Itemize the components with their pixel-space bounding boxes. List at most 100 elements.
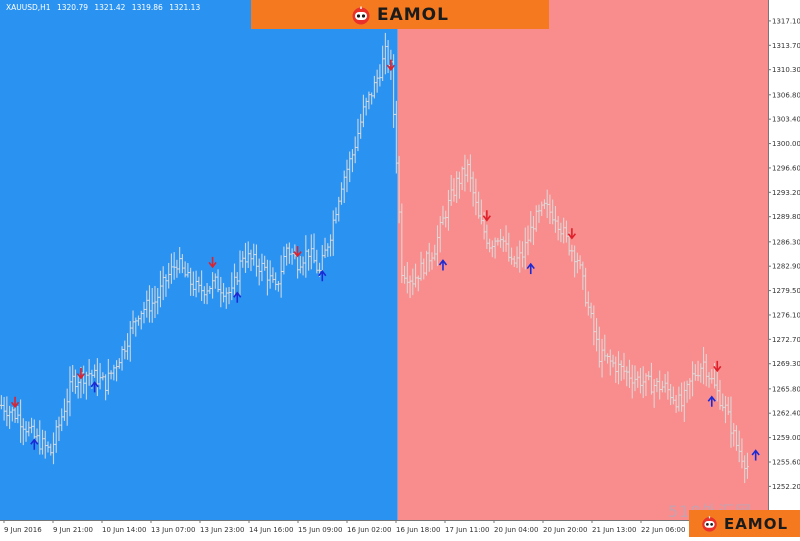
ohlc-bar: [515, 246, 519, 268]
ohlc-bar: [551, 199, 555, 225]
ohlc-bar: [117, 358, 121, 369]
high-value: 1321.42: [94, 3, 126, 12]
ohlc-bar: [644, 373, 648, 396]
ohlc-bar: [449, 174, 453, 206]
ohlc-bar: [200, 270, 203, 301]
ohlc-bar: [227, 287, 231, 305]
ohlc-bar: [367, 91, 371, 110]
ohlc-bar: [115, 360, 118, 382]
ohlc-bar: [257, 258, 261, 286]
ohlc-bar: [19, 399, 22, 443]
ohlc-bar: [532, 215, 535, 245]
ohlc-bar: [414, 263, 417, 288]
ohlc-bar: [139, 310, 143, 330]
ohlc-bar: [161, 266, 165, 301]
close-value: 1321.13: [169, 3, 201, 12]
ohlc-bar: [696, 360, 700, 382]
x-tick-label: 16 Jun 18:00: [396, 526, 440, 534]
ohlc-bar: [359, 113, 363, 139]
buy-arrow-icon: [30, 438, 39, 450]
ohlc-bar: [98, 363, 102, 390]
sell-arrow-icon: [386, 59, 395, 71]
ohlc-bar: [625, 366, 629, 387]
ohlc-bar: [466, 159, 470, 183]
ohlc-bar: [608, 349, 612, 376]
ohlc-bar: [433, 244, 437, 261]
ohlc-bar: [172, 252, 176, 280]
ohlc-bar: [650, 362, 653, 395]
ohlc-bar: [285, 243, 289, 266]
ohlc-bar: [21, 418, 25, 446]
ohlc-bar: [224, 287, 228, 309]
ohlc-bar: [628, 359, 631, 388]
ohlc-bar: [145, 290, 149, 318]
ohlc-bar: [688, 378, 692, 400]
brand-banner-top: EAMOL: [251, 0, 549, 29]
ohlc-bar: [641, 366, 645, 399]
ohlc-bar: [131, 310, 135, 335]
y-tick-label: 1259.00: [772, 434, 800, 442]
arrow-head: [526, 262, 535, 270]
ohlc-bar: [238, 250, 242, 297]
x-tick-label: 14 Jun 16:00: [249, 526, 293, 534]
ohlc-bar: [419, 251, 423, 281]
ohlc-bar: [521, 241, 524, 268]
ohlc-bar: [274, 272, 278, 291]
ohlc-bar: [10, 406, 14, 422]
ohlc-bar: [732, 423, 736, 447]
ohlc-bar: [189, 267, 193, 296]
sell-arrow-icon: [713, 360, 722, 373]
ohlc-bar: [600, 338, 604, 378]
ohlc-bar: [8, 405, 11, 429]
ohlc-bar: [370, 92, 374, 105]
ohlc-bar: [743, 455, 747, 484]
ohlc-bar: [682, 381, 686, 422]
ohlc-bar: [510, 247, 513, 265]
ohlc-bar: [570, 244, 574, 262]
ohlc-bar: [213, 273, 217, 289]
ohlc-bar: [260, 253, 264, 282]
ohlc-bar: [496, 237, 500, 246]
ohlc-bar: [202, 286, 206, 304]
ohlc-bar: [581, 261, 585, 290]
ohlc-bar: [304, 235, 308, 278]
ohlc-bar: [455, 171, 459, 204]
ohlc-bar: [208, 285, 212, 294]
ohlc-bar: [740, 438, 744, 469]
ohlc-bar: [463, 154, 467, 192]
ohlc-bar: [565, 220, 568, 243]
ohlc-bar: [512, 255, 516, 267]
background-region: [397, 0, 768, 520]
ohlc-bar: [691, 361, 694, 397]
ohlc-bars: [0, 32, 749, 484]
ohlc-bar: [430, 252, 434, 270]
ohlc-bar: [592, 305, 596, 346]
y-tick-label: 1262.40: [772, 410, 800, 418]
ohlc-bar: [364, 97, 368, 116]
ohlc-bar: [142, 301, 146, 324]
y-tick-label: 1317.10: [772, 17, 800, 25]
ohlc-bar: [57, 416, 61, 442]
ohlc-bar: [458, 171, 461, 199]
arrow-head: [233, 291, 242, 298]
ohlc-bar: [104, 374, 107, 401]
ohlc-bar: [504, 225, 508, 252]
ohlc-bar: [617, 351, 620, 385]
buy-arrow-icon: [90, 381, 99, 393]
ohlc-bar: [548, 194, 552, 224]
sell-arrow-icon: [10, 396, 20, 409]
ohlc-bar: [669, 384, 673, 406]
arrow-head: [751, 449, 760, 456]
ohlc-bar: [244, 242, 247, 273]
arrow-head: [318, 269, 327, 277]
ohlc-bar: [721, 393, 725, 412]
ohlc-bar: [403, 265, 406, 284]
ohlc-bar: [183, 261, 187, 278]
ohlc-bar: [400, 203, 404, 284]
ohlc-bar: [362, 94, 365, 128]
ohlc-bar: [381, 45, 385, 82]
ohlc-bar: [167, 262, 171, 289]
ohlc-bar: [537, 204, 541, 223]
y-tick-label: 1269.30: [772, 360, 800, 368]
